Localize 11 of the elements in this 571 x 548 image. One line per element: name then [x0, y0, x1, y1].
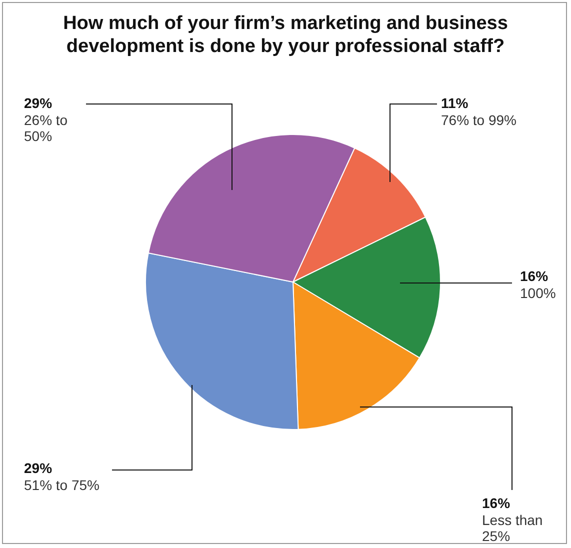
slice-label: Less than 25% — [482, 512, 543, 544]
data-label: 16% — [482, 494, 511, 511]
data-label: 29% — [24, 94, 53, 111]
data-label: 29% — [24, 460, 53, 476]
slice-label: 26% to 50% — [24, 112, 68, 144]
chart-title: How much of your firm’s marketing and business development is done by your professional staff? — [62, 12, 509, 58]
slice-label: 76% to 99% — [441, 112, 516, 128]
slice-label: 51% to 75% — [24, 476, 100, 493]
slice-label: 100% — [520, 284, 556, 301]
data-label: 16% — [520, 268, 549, 284]
data-label: 11% — [441, 94, 469, 111]
